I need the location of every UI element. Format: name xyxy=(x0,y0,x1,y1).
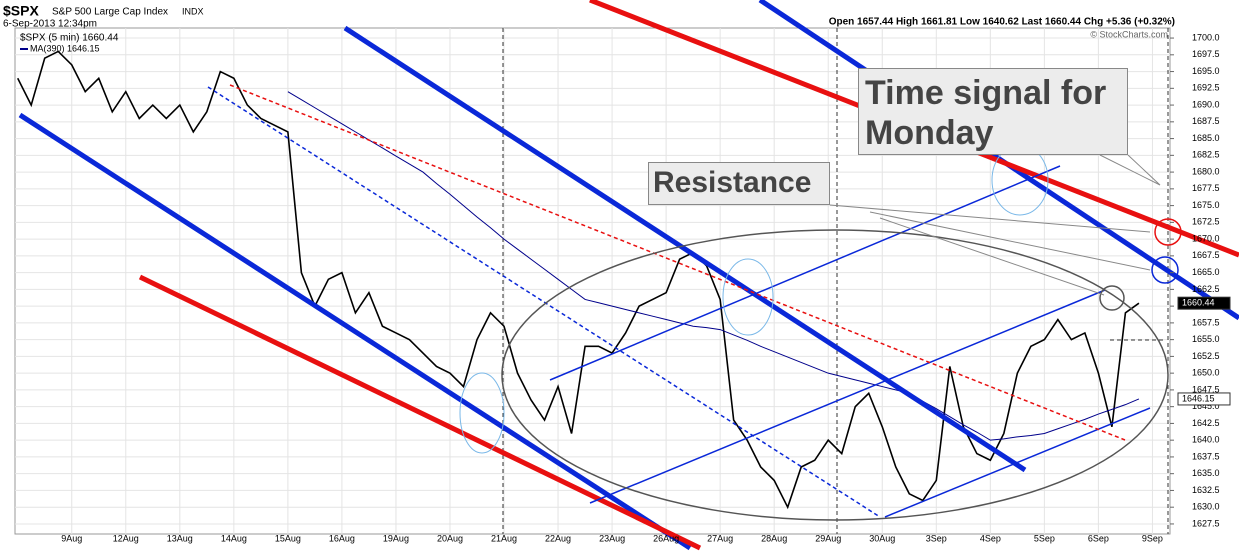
y-tick-label: 1650.0 xyxy=(1192,368,1220,378)
y-tick-label: 1665.0 xyxy=(1192,267,1220,277)
circle xyxy=(1099,285,1125,311)
index-name: S&P 500 Large Cap Index xyxy=(52,7,168,18)
trendline xyxy=(138,274,702,551)
y-tick-label: 1672.5 xyxy=(1192,217,1220,227)
y-tick-label: 1637.5 xyxy=(1192,451,1220,461)
x-tick-label: 20Aug xyxy=(437,533,463,543)
pointer xyxy=(1099,154,1161,186)
circle xyxy=(1154,218,1182,246)
x-tick-label: 26Aug xyxy=(653,533,679,543)
y-tick-label: 1682.5 xyxy=(1192,150,1220,160)
y-tick-label: 1685.0 xyxy=(1192,133,1220,143)
y-tick-label: 1667.5 xyxy=(1192,250,1220,260)
legend-entry: $SPX (5 min) 1660.44 xyxy=(20,33,119,44)
pointer xyxy=(879,217,1105,296)
y-tick-label: 1690.0 xyxy=(1192,99,1220,109)
y-tick-label: 1675.0 xyxy=(1192,200,1220,210)
x-tick-label: 6Sep xyxy=(1088,533,1109,543)
callout: Time signal for Monday xyxy=(858,68,1128,155)
y-tick-label: 1630.0 xyxy=(1192,502,1220,512)
x-tick-label: 19Aug xyxy=(383,533,409,543)
x-tick-label: 13Aug xyxy=(167,533,193,543)
x-tick-label: 5Sep xyxy=(1034,533,1055,543)
x-tick-label: 23Aug xyxy=(599,533,625,543)
channel-line xyxy=(884,407,1151,518)
price-line xyxy=(16,50,1140,510)
x-tick-label: 29Aug xyxy=(815,533,841,543)
callout: Resistance xyxy=(648,162,830,205)
y-tick-label: 1655.0 xyxy=(1192,334,1220,344)
x-tick-label: 16Aug xyxy=(329,533,355,543)
x-tick-label: 4Sep xyxy=(980,533,1001,543)
price-line xyxy=(287,91,1140,441)
y-tick-label: 1642.5 xyxy=(1192,418,1220,428)
y-tick-label: 1700.0 xyxy=(1192,32,1220,42)
pointer xyxy=(869,211,1151,271)
y-tick-label: 1670.0 xyxy=(1192,233,1220,243)
ellipse xyxy=(459,372,505,454)
x-tick-label: 22Aug xyxy=(545,533,571,543)
last-value-label: 1660.44 xyxy=(1182,298,1215,308)
pointer xyxy=(829,204,1151,233)
legend-entry: MA(390) 1646.15 xyxy=(30,43,100,53)
channel-line xyxy=(589,289,1106,504)
datetime: 6-Sep-2013 12:34pm xyxy=(3,19,97,30)
x-tick-label: 14Aug xyxy=(221,533,247,543)
x-tick-label: 12Aug xyxy=(113,533,139,543)
quote: Open 1657.44 High 1661.81 Low 1640.62 La… xyxy=(829,17,1175,28)
symbol: $SPX xyxy=(3,3,39,19)
ellipse xyxy=(722,258,774,336)
y-tick-label: 1647.5 xyxy=(1192,384,1220,394)
y-tick-label: 1692.5 xyxy=(1192,83,1220,93)
last-value-label: 1646.15 xyxy=(1182,393,1215,403)
y-tick-label: 1635.0 xyxy=(1192,468,1220,478)
y-tick-label: 1632.5 xyxy=(1192,485,1220,495)
last-value-tag xyxy=(1177,392,1231,406)
y-tick-label: 1695.0 xyxy=(1192,66,1220,76)
x-tick-label: 21Aug xyxy=(491,533,517,543)
channel-line xyxy=(549,165,1061,381)
y-tick-label: 1652.5 xyxy=(1192,351,1220,361)
y-tick-label: 1677.5 xyxy=(1192,183,1220,193)
x-tick-label: 3Sep xyxy=(926,533,947,543)
copyright: © StockCharts.com xyxy=(1090,29,1168,39)
x-tick-label: 15Aug xyxy=(275,533,301,543)
exchange: INDX xyxy=(182,6,204,16)
x-tick-label: 27Aug xyxy=(707,533,733,543)
y-tick-label: 1640.0 xyxy=(1192,435,1220,445)
series-layer xyxy=(16,50,1140,510)
y-tick-label: 1662.5 xyxy=(1192,284,1220,294)
trendline xyxy=(343,25,1027,473)
grid xyxy=(15,28,1170,534)
y-tick-label: 1697.5 xyxy=(1192,49,1220,59)
x-tick-label: 28Aug xyxy=(761,533,787,543)
trendline xyxy=(18,112,692,551)
x-tick-label: 30Aug xyxy=(869,533,895,543)
ellipse xyxy=(501,229,1169,521)
circle xyxy=(1151,256,1179,284)
x-tick-label: 9Aug xyxy=(61,533,82,543)
y-tick-label: 1645.0 xyxy=(1192,401,1220,411)
last-value-tag xyxy=(1177,296,1231,310)
y-tick-label: 1687.5 xyxy=(1192,116,1220,126)
y-tick-label: 1680.0 xyxy=(1192,166,1220,176)
y-tick-label: 1627.5 xyxy=(1192,518,1220,528)
y-tick-label: 1657.5 xyxy=(1192,317,1220,327)
x-tick-label: 9Sep xyxy=(1142,533,1163,543)
